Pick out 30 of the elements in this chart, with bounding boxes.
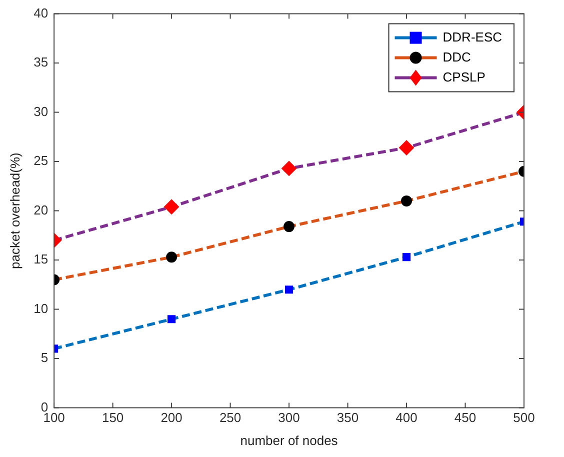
point: [399, 140, 414, 156]
y-axis-title: packet overhead(%): [7, 152, 22, 269]
y-tick-label: 35: [34, 54, 48, 70]
point: [402, 253, 411, 262]
x-tick-label: 200: [160, 410, 182, 426]
point: [282, 160, 297, 176]
y-tick-label: 15: [34, 252, 48, 267]
y-tick-label: 25: [34, 153, 48, 168]
point: [166, 252, 178, 263]
y-tick-label: 10: [34, 300, 48, 316]
x-tick-label: 300: [278, 410, 300, 426]
x-tick-label: 500: [513, 410, 535, 426]
point: [284, 221, 295, 232]
legend-label: CPSLP: [442, 69, 486, 84]
x-tick-label: 250: [219, 410, 242, 426]
legend-label: DDR-ESC: [442, 29, 502, 44]
x-axis-title: number of nodes: [240, 432, 338, 448]
point: [168, 315, 176, 324]
legend-label: DDC: [442, 49, 471, 64]
point: [401, 195, 412, 206]
point: [284, 286, 294, 294]
y-tick-label: 30: [34, 104, 48, 119]
x-tick-label: 450: [454, 410, 476, 426]
x-tick-label: 350: [336, 410, 359, 426]
y-tick-label: 5: [40, 350, 48, 366]
point: [164, 199, 180, 214]
x-tick-label: 150: [102, 410, 124, 426]
x-tick-label: 400: [396, 410, 418, 426]
y-tick-label: 20: [34, 202, 48, 218]
y-tick-label: 40: [34, 5, 48, 20]
